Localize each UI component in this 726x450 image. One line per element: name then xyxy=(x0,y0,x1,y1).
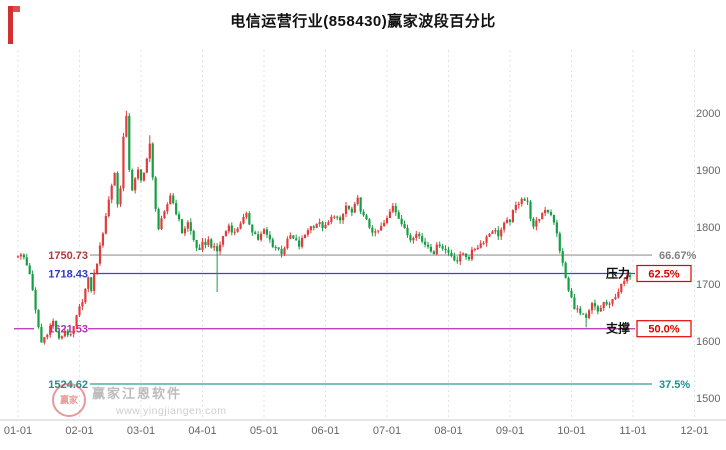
svg-text:1800: 1800 xyxy=(696,222,720,234)
svg-text:50.0%: 50.0% xyxy=(648,324,679,336)
svg-text:10-01: 10-01 xyxy=(557,425,585,437)
svg-text:37.5%: 37.5% xyxy=(659,379,690,391)
seal-text: 赢家 xyxy=(59,394,78,405)
svg-text:1750.73: 1750.73 xyxy=(48,250,88,262)
level-percent-labels: 66.67% 压力 62.5% 支撑 50.0% 37.5% xyxy=(605,250,697,391)
svg-text:09-01: 09-01 xyxy=(496,425,524,437)
svg-text:2000: 2000 xyxy=(696,108,720,120)
svg-text:03-01: 03-01 xyxy=(127,425,155,437)
watermark-brand: 赢家江恩软件 xyxy=(92,386,183,401)
resistance-tag: 压力 xyxy=(606,265,630,280)
svg-text:02-01: 02-01 xyxy=(65,425,93,437)
watermark-url: www.yingjiangen.com xyxy=(116,405,227,417)
chart-title: 电信运营行业(858430)赢家波段百分比 xyxy=(230,13,496,30)
svg-text:11-01: 11-01 xyxy=(619,425,646,437)
svg-text:1500: 1500 xyxy=(696,393,720,405)
support-tag: 支撑 xyxy=(605,321,630,336)
watermark-text: 赢家江恩软件 www.yingjiangen.com xyxy=(92,383,226,417)
svg-text:1900: 1900 xyxy=(696,165,720,177)
brand-seal-icon: 赢家 xyxy=(52,383,86,417)
candlestick-series xyxy=(16,110,632,345)
svg-text:07-01: 07-01 xyxy=(373,425,401,437)
svg-text:66.67%: 66.67% xyxy=(659,250,697,262)
watermark: 赢家 赢家江恩软件 www.yingjiangen.com xyxy=(52,383,226,417)
grid-lines xyxy=(0,50,726,421)
corner-mark-icon xyxy=(8,6,20,44)
svg-text:05-01: 05-01 xyxy=(250,425,278,437)
y-axis-labels: 1500 1600 1700 1800 1900 2000 xyxy=(696,108,720,405)
svg-text:12-01: 12-01 xyxy=(680,425,708,437)
svg-text:62.5%: 62.5% xyxy=(648,268,679,280)
svg-text:04-01: 04-01 xyxy=(188,425,216,437)
x-axis-labels: 01-01 02-01 03-01 04-01 05-01 06-01 07-01 08-01… xyxy=(4,425,709,437)
svg-text:1600: 1600 xyxy=(696,336,720,348)
svg-text:1700: 1700 xyxy=(696,279,720,291)
svg-text:1718.43: 1718.43 xyxy=(48,268,88,280)
svg-text:08-01: 08-01 xyxy=(434,425,462,437)
svg-text:01-01: 01-01 xyxy=(4,425,32,437)
svg-text:06-01: 06-01 xyxy=(311,425,339,437)
